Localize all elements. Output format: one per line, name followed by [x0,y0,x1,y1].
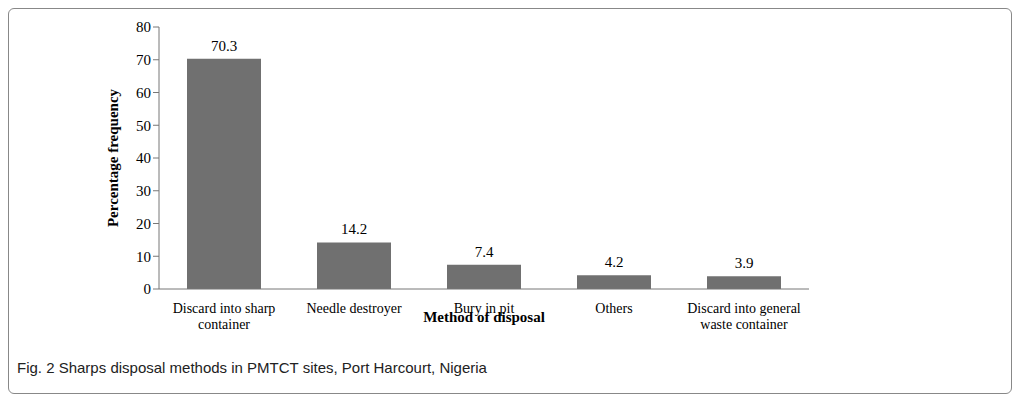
svg-text:Needle destroyer: Needle destroyer [306,301,402,316]
svg-text:20: 20 [136,216,151,232]
svg-text:14.2: 14.2 [341,221,367,237]
svg-text:30: 30 [136,183,151,199]
svg-text:10: 10 [136,249,151,265]
svg-text:80: 80 [136,19,151,35]
svg-text:Discard into generalwaste cont: Discard into generalwaste container [687,301,801,332]
svg-text:3.9: 3.9 [735,255,754,271]
svg-text:70: 70 [136,52,151,68]
svg-text:50: 50 [136,118,151,134]
svg-text:4.2: 4.2 [605,254,624,270]
svg-text:7.4: 7.4 [475,244,494,260]
svg-text:Discard into sharpcontainer: Discard into sharpcontainer [173,301,276,332]
svg-text:60: 60 [136,85,151,101]
svg-text:40: 40 [136,150,151,166]
svg-text:70.3: 70.3 [211,38,237,54]
svg-text:0: 0 [144,281,152,297]
svg-text:Percentage frequency: Percentage frequency [105,88,121,227]
svg-text:Method of disposal: Method of disposal [423,309,545,325]
html-text:Fig. 2 Sharps disposal methods: Fig. 2 Sharps disposal methods in PMTCT … [17,359,487,376]
svg-text:Others: Others [595,301,632,316]
